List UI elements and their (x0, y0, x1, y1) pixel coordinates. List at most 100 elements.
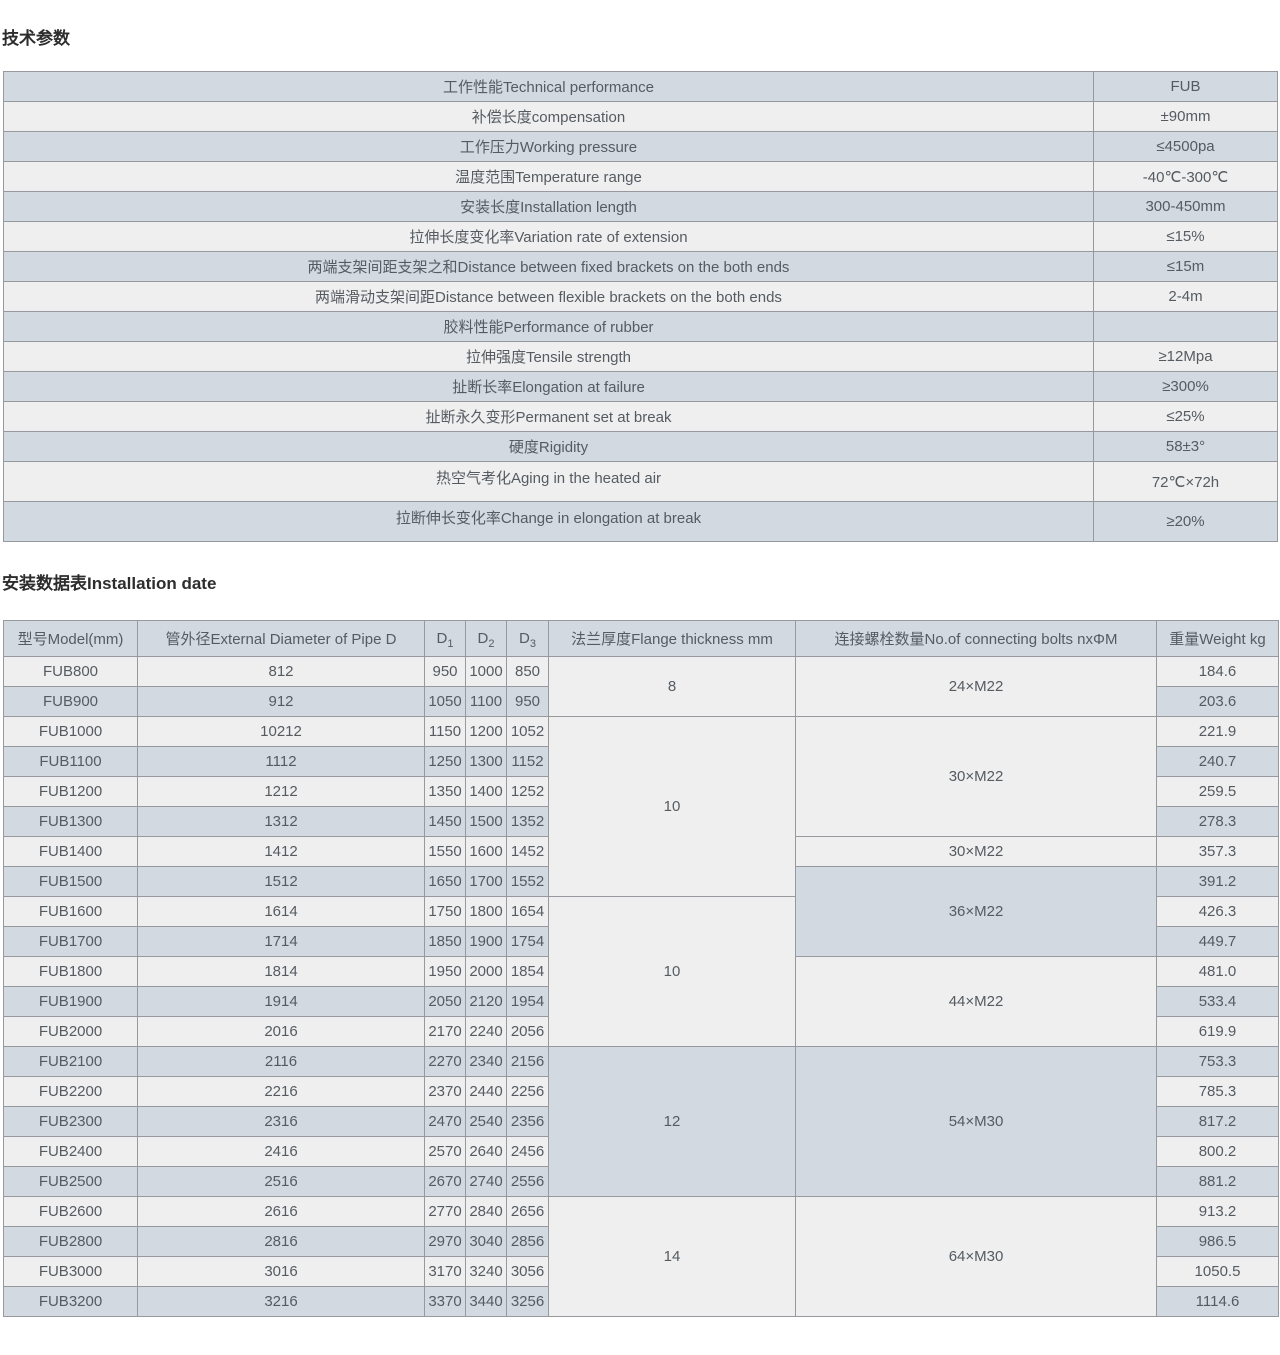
installation-table-row: FUB2000 2016 2170 2240 2056 619.9 (3, 1016, 1279, 1047)
installation-table-row: FUB1300 1312 1450 1500 1352 278.3 (3, 806, 1279, 837)
d1-cell: 1950 (424, 956, 466, 987)
installation-table-row: FUB2200 2216 2370 2440 2256 785.3 (3, 1076, 1279, 1107)
installation-table-row: FUB800 812 950 1000 850 8 24×M22 184.6 (3, 656, 1279, 717)
d2-header-sub: 2 (488, 638, 495, 650)
weight-cell: 753.3 (1156, 1046, 1279, 1077)
connecting-bolts-cell: 54×M30 (795, 1046, 1157, 1197)
diameter-cell: 2516 (137, 1166, 425, 1197)
tech-table-row: 硬度Rigidity 58±3° (3, 431, 1278, 462)
tech-table-row: 扯断长率Elongation at failure ≥300% (3, 371, 1278, 402)
weight-cell: 240.7 (1156, 746, 1279, 777)
diameter-cell: 2016 (137, 1016, 425, 1047)
connecting-bolts-cell: 44×M22 (795, 956, 1157, 1047)
d3-cell: 1052 (506, 716, 549, 747)
d1-cell: 1150 (424, 716, 466, 747)
d1-cell: 1350 (424, 776, 466, 807)
model-header: 型号Model(mm) (3, 620, 138, 657)
flange-thickness-header: 法兰厚度Flange thickness mm (548, 620, 796, 657)
tech-param-value: ≥300% (1093, 371, 1278, 402)
tech-param-value: ≥12Mpa (1093, 341, 1278, 372)
d3-cell: 3256 (506, 1286, 549, 1317)
tech-table-row: 两端滑动支架间距Distance between flexible bracke… (3, 281, 1278, 312)
diameter-cell: 812 (137, 656, 425, 687)
diameter-cell: 1312 (137, 806, 425, 837)
connecting-bolts-cell: 36×M22 (795, 866, 1157, 957)
weight-cell: 259.5 (1156, 776, 1279, 807)
d2-cell: 2240 (465, 1016, 507, 1047)
d3-cell: 2456 (506, 1136, 549, 1167)
installation-table-row: FUB2100 2116 2270 2340 2156 12 54×M30 753.3 (3, 1046, 1279, 1197)
d2-cell: 2120 (465, 986, 507, 1017)
d2-cell: 1200 (465, 716, 507, 747)
weight-cell: 817.2 (1156, 1106, 1279, 1137)
tech-param-label: 硬度Rigidity (3, 431, 1094, 462)
diameter-cell: 2816 (137, 1226, 425, 1257)
installation-table-row: FUB2500 2516 2670 2740 2556 881.2 (3, 1166, 1279, 1197)
diameter-cell: 1212 (137, 776, 425, 807)
d1-header: D1 (424, 620, 466, 657)
d2-header-base: D (477, 630, 489, 647)
installation-table-row: FUB1600 1614 1750 1800 1654 10 426.3 (3, 896, 1279, 1047)
model-cell: FUB1600 (3, 896, 138, 927)
installation-table-body: FUB800 812 950 1000 850 8 24×M22 184.6 FUB900 912… (3, 656, 1279, 1317)
tech-param-value: 58±3° (1093, 431, 1278, 462)
model-cell: FUB2300 (3, 1106, 138, 1137)
weight-cell: 913.2 (1156, 1196, 1279, 1227)
d2-cell: 1600 (465, 836, 507, 867)
d2-cell: 1500 (465, 806, 507, 837)
d1-cell: 2050 (424, 986, 466, 1017)
model-cell: FUB3200 (3, 1286, 138, 1317)
flange-thickness-cell: 8 (548, 656, 796, 717)
flange-thickness-cell: 10 (548, 716, 796, 897)
d1-cell: 3170 (424, 1256, 466, 1287)
model-cell: FUB900 (3, 686, 138, 717)
d2-cell: 1700 (465, 866, 507, 897)
tech-table-row: 热空气考化Aging in the heated air 72℃×72h (3, 461, 1278, 502)
diameter-cell: 1112 (137, 746, 425, 777)
tech-param-label: 两端滑动支架间距Distance between flexible bracke… (3, 281, 1094, 312)
diameter-cell: 1914 (137, 986, 425, 1017)
tech-params-title: 技术参数 (2, 29, 70, 48)
d3-cell: 1152 (506, 746, 549, 777)
weight-cell: 1050.5 (1156, 1256, 1279, 1287)
connecting-bolts-cell: 64×M30 (795, 1196, 1157, 1317)
d3-header-sub: 3 (529, 638, 536, 650)
model-cell: FUB2600 (3, 1196, 138, 1227)
diameter-cell: 2216 (137, 1076, 425, 1107)
tech-param-value: ≥20% (1093, 501, 1278, 542)
d3-cell: 1552 (506, 866, 549, 897)
tech-param-value: -40℃-300℃ (1093, 161, 1278, 192)
d3-cell: 2556 (506, 1166, 549, 1197)
d1-cell: 3370 (424, 1286, 466, 1317)
d3-cell: 1754 (506, 926, 549, 957)
tech-param-value: FUB (1093, 71, 1278, 102)
tech-param-label: 拉伸长度变化率Variation rate of extension (3, 221, 1094, 252)
installation-table-row: FUB900 912 1050 1100 950 203.6 (3, 686, 1279, 717)
weight-cell: 221.9 (1156, 716, 1279, 747)
tech-table-row: 两端支架间距支架之和Distance between fixed bracket… (3, 251, 1278, 282)
tech-param-value: ≤15m (1093, 251, 1278, 282)
diameter-cell: 3216 (137, 1286, 425, 1317)
weight-cell: 278.3 (1156, 806, 1279, 837)
d2-cell: 2000 (465, 956, 507, 987)
model-cell: FUB1700 (3, 926, 138, 957)
weight-cell: 449.7 (1156, 926, 1279, 957)
tech-param-label: 补偿长度compensation (3, 101, 1094, 132)
model-cell: FUB800 (3, 656, 138, 687)
installation-table-row: FUB2800 2816 2970 3040 2856 986.5 (3, 1226, 1279, 1257)
d3-cell: 2256 (506, 1076, 549, 1107)
tech-param-label: 胶料性能Performance of rubber (3, 311, 1094, 342)
model-cell: FUB1100 (3, 746, 138, 777)
d1-cell: 950 (424, 656, 466, 687)
tech-table-row: 拉伸长度变化率Variation rate of extension ≤15% (3, 221, 1278, 252)
d2-cell: 1100 (465, 686, 507, 717)
d2-cell: 1300 (465, 746, 507, 777)
model-cell: FUB1400 (3, 836, 138, 867)
model-cell: FUB2200 (3, 1076, 138, 1107)
tech-param-value: ≤25% (1093, 401, 1278, 432)
d1-cell: 2770 (424, 1196, 466, 1227)
model-cell: FUB2800 (3, 1226, 138, 1257)
d1-cell: 1450 (424, 806, 466, 837)
header-row: 型号Model(mm) 管外径External Diameter of Pipe… (3, 620, 1279, 657)
d2-header: D2 (465, 620, 507, 657)
